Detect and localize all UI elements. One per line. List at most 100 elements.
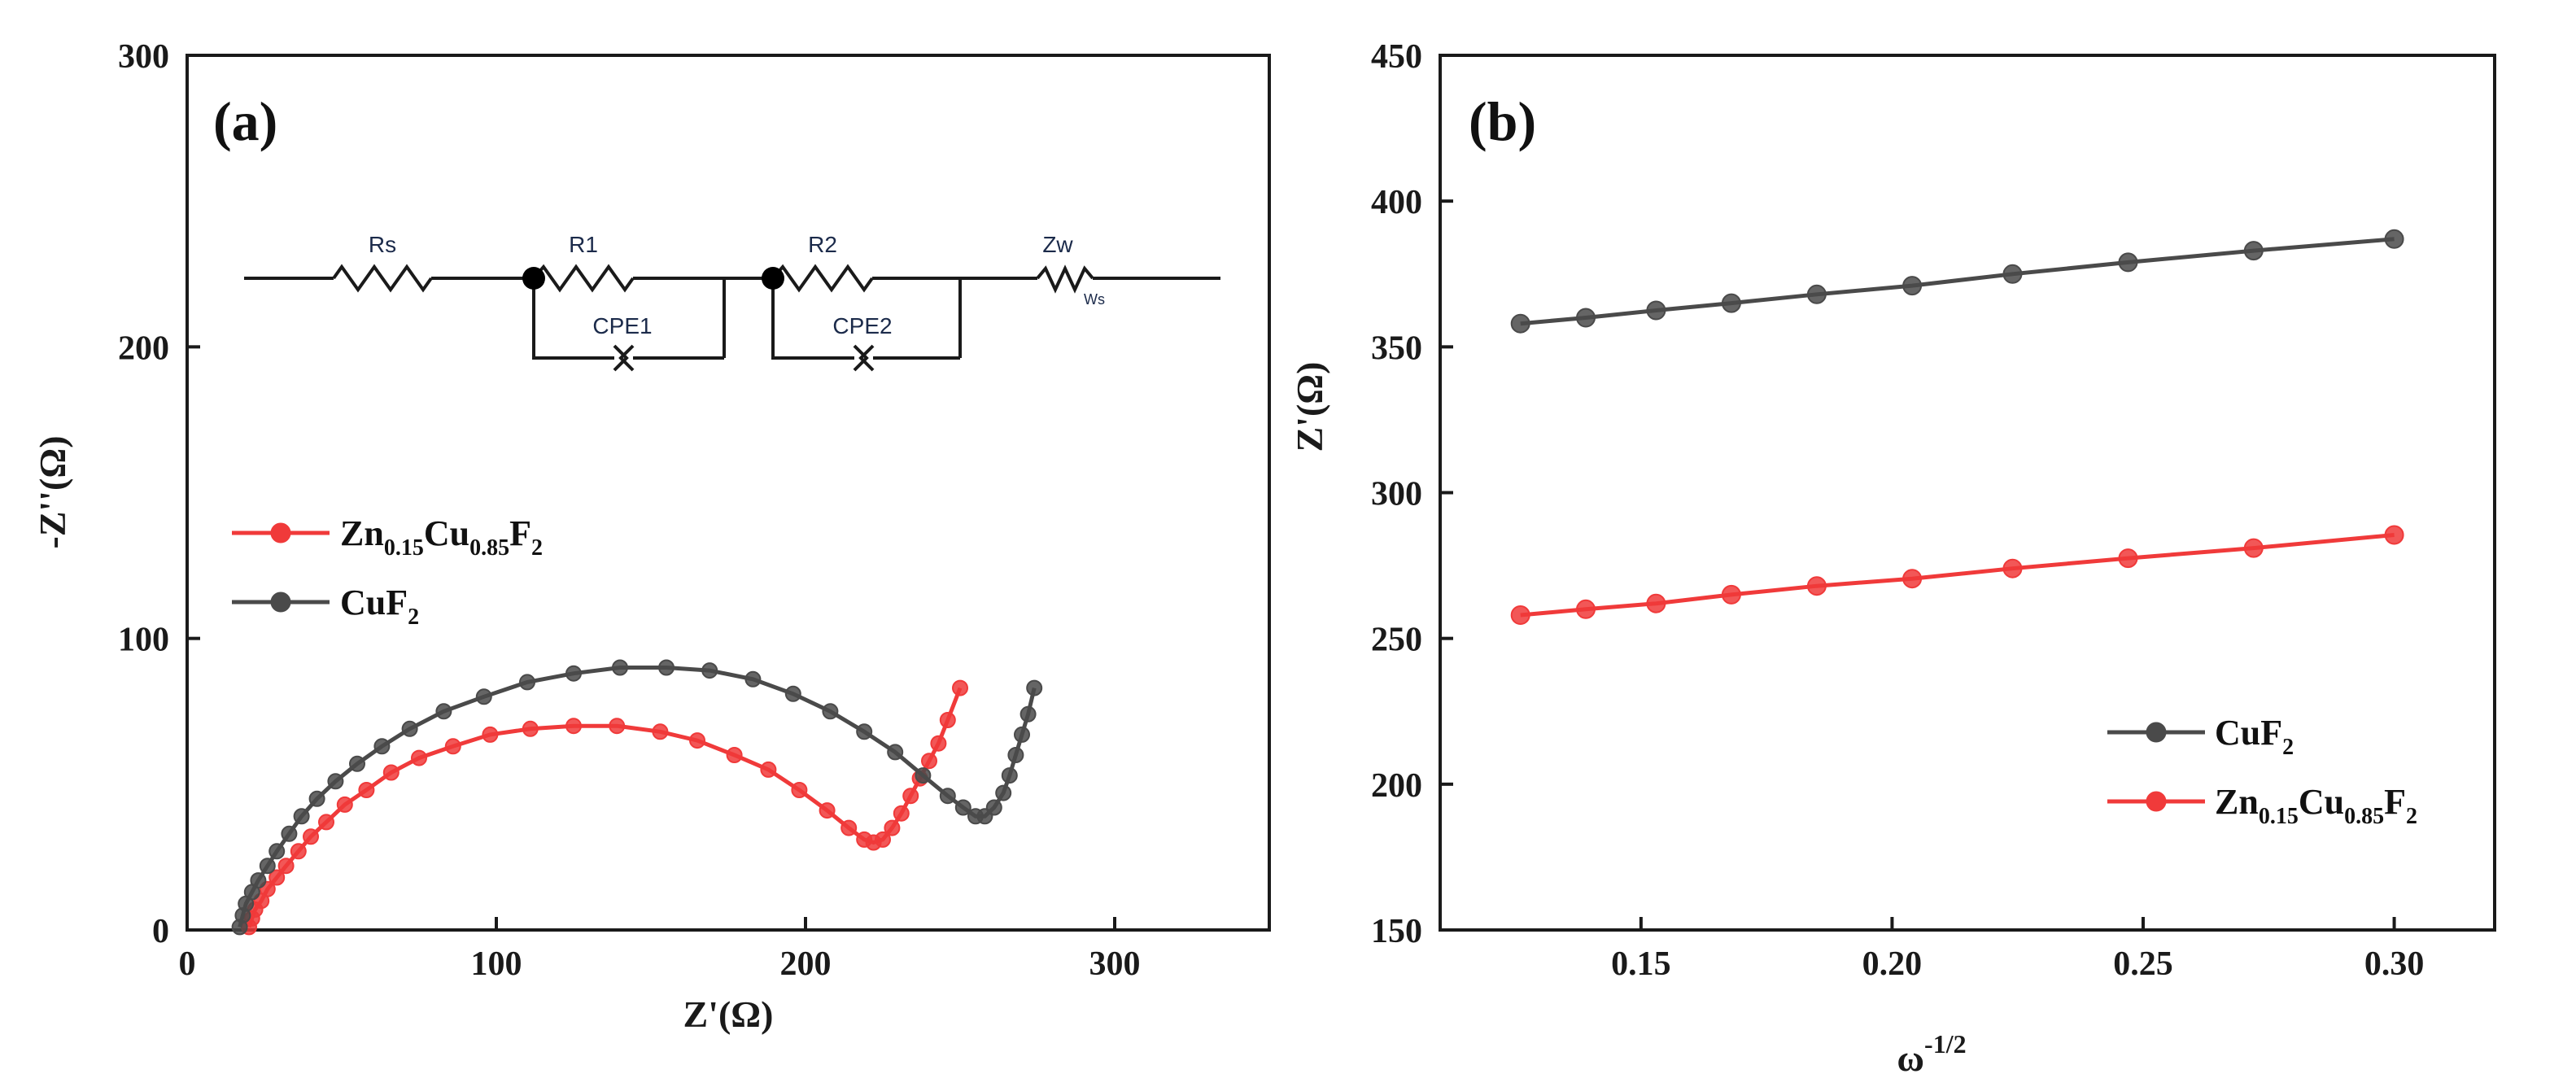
circuit-label-ws: Ws [1084,291,1105,308]
panel-a-data-point [349,755,365,772]
panel-b-data-point [1510,605,1530,625]
panel-a-data-point [358,782,375,798]
panel-b-y-tick-label: 250 [1371,622,1422,659]
panel-a-data-point [1026,679,1043,696]
panel-a-data-point [658,659,675,676]
panel-a-data-point [791,782,808,798]
panel-a-data-point [612,659,628,676]
panel-a-data-point [308,790,325,807]
panel-b-x-tick-label: 0.20 [1862,945,1923,983]
panel-a-data-point [444,738,461,755]
panel-a-data-point [281,825,298,842]
panel-a-x-tick-label: 300 [1089,945,1141,983]
panel-b-y-tick-label: 350 [1371,330,1422,367]
legend-label-zncuf2: Zn0.15Cu0.85F2 [2215,782,2417,829]
panel-a-data-point [565,665,582,682]
panel-a-data-point [411,749,427,766]
panel-a-data-point [915,767,932,784]
circuit-label-r1: R1 [569,232,598,257]
panel-b-data-point [2002,264,2023,284]
legend-label-zncuf2: Zn0.15Cu0.85F2 [340,513,543,561]
panel-a-data-point [293,808,310,825]
circuit-label-zw: Zw [1042,232,1073,257]
panel-a-data-point [269,869,286,886]
legend-swatch-marker [270,592,291,613]
panel-a-data-point [382,764,399,781]
panel-b-series-line [1520,533,2395,618]
panel-b-data-point [1576,599,1596,619]
panel-b-data-point [2243,538,2264,558]
panel-a-y-tick-label: 300 [118,38,169,76]
panel-b-series [1510,229,2404,625]
panel-b: 0.15 0.20 0.25 0.30 150 200 250 300 350 400 450 (b… [1289,38,2496,1079]
panel-a-data-point [269,843,286,860]
panel-b-data-point [2118,548,2138,569]
panel-a-data-point [1001,767,1018,784]
panel-b-y-tick-label: 450 [1371,38,1422,76]
panel-a-data-point [373,738,391,755]
panel-a-data-point [482,726,499,743]
panel-a-data-point [259,858,276,875]
panel-a-data-point [1019,705,1037,722]
panel-a-data-point [784,685,801,702]
panel-a-data-point [893,805,910,822]
panel-a-y-tick-label: 100 [118,622,169,659]
panel-b-y-tick-label: 200 [1371,767,1422,805]
circuit-label-rs: Rs [369,232,396,257]
panel-a-data-point [952,679,968,696]
panel-a-data-point [995,784,1012,801]
circuit-label-cpe2: CPE2 [832,313,892,338]
legend-label-cuf2: CuF2 [340,583,419,630]
panel-a-data-point [819,802,836,819]
panel-a-data-point [875,831,891,848]
panel-a-data-point [475,688,492,705]
panel-a-data-point [318,814,334,831]
panel-b-ticks: 0.15 0.20 0.25 0.30 150 200 250 300 350 400 450 [1371,38,2424,983]
panel-a-data-point [609,718,626,735]
panel-a-data-point [250,872,267,889]
panel-a: 0 100 200 300 0 100 200 300 (a) Z'(Ω) -Z''(Ω) [32,38,1271,1035]
panel-b-data-point [2243,241,2264,261]
panel-a-data-point [652,723,669,740]
panel-a-data-point [726,747,743,763]
panel-b-data-point [1902,276,1923,296]
panel-a-data-point [744,670,762,688]
panel-a-x-tick-label: 200 [780,945,832,983]
panel-a-data-point [840,819,858,836]
panel-b-data-point [1646,300,1666,321]
panel-a-label: (a) [213,90,277,152]
panel-a-x-tick-label: 100 [471,945,522,983]
panel-b-data-point [2384,525,2404,545]
panel-a-data-point [939,788,956,805]
legend-swatch-marker [270,522,291,544]
panel-a-data-point [1014,726,1030,743]
panel-b-x-tick-label: 0.30 [2364,945,2425,983]
panel-a-data-point [921,753,937,770]
panel-a-y-tick-label: 200 [118,330,169,367]
panel-b-y-tick-label: 300 [1371,476,1422,513]
panel-b-data-point [1806,576,1827,596]
circuit-label-r2: R2 [808,232,837,257]
panel-b-data-point [1576,308,1596,328]
panel-b-series-line [1520,237,2395,326]
panel-a-x-tick-label: 0 [179,945,196,983]
panel-b-y-tick-label: 150 [1371,913,1422,950]
panel-a-data-point [822,703,839,720]
panel-b-x-tick-label: 0.25 [2113,945,2173,983]
panel-b-data-point [2118,252,2138,273]
panel-a-data-point [565,718,582,735]
panel-a-data-point [689,732,705,749]
panel-b-data-point [2384,229,2404,249]
panel-a-data-point [519,674,535,691]
panel-b-data-point [1721,293,1741,313]
legend-label-cuf2: CuF2 [2215,713,2294,760]
panel-b-data-point [1510,313,1530,334]
panel-a-x-axis-label: Z'(Ω) [683,993,774,1035]
panel-b-data-point [1806,284,1827,304]
panel-a-data-point [327,773,344,790]
panel-b-x-axis-label: ω-1/2 [1897,1029,1966,1079]
panel-a-data-point [336,796,353,813]
panel-b-data-point [1721,584,1741,605]
panel-a-data-point [435,703,452,720]
